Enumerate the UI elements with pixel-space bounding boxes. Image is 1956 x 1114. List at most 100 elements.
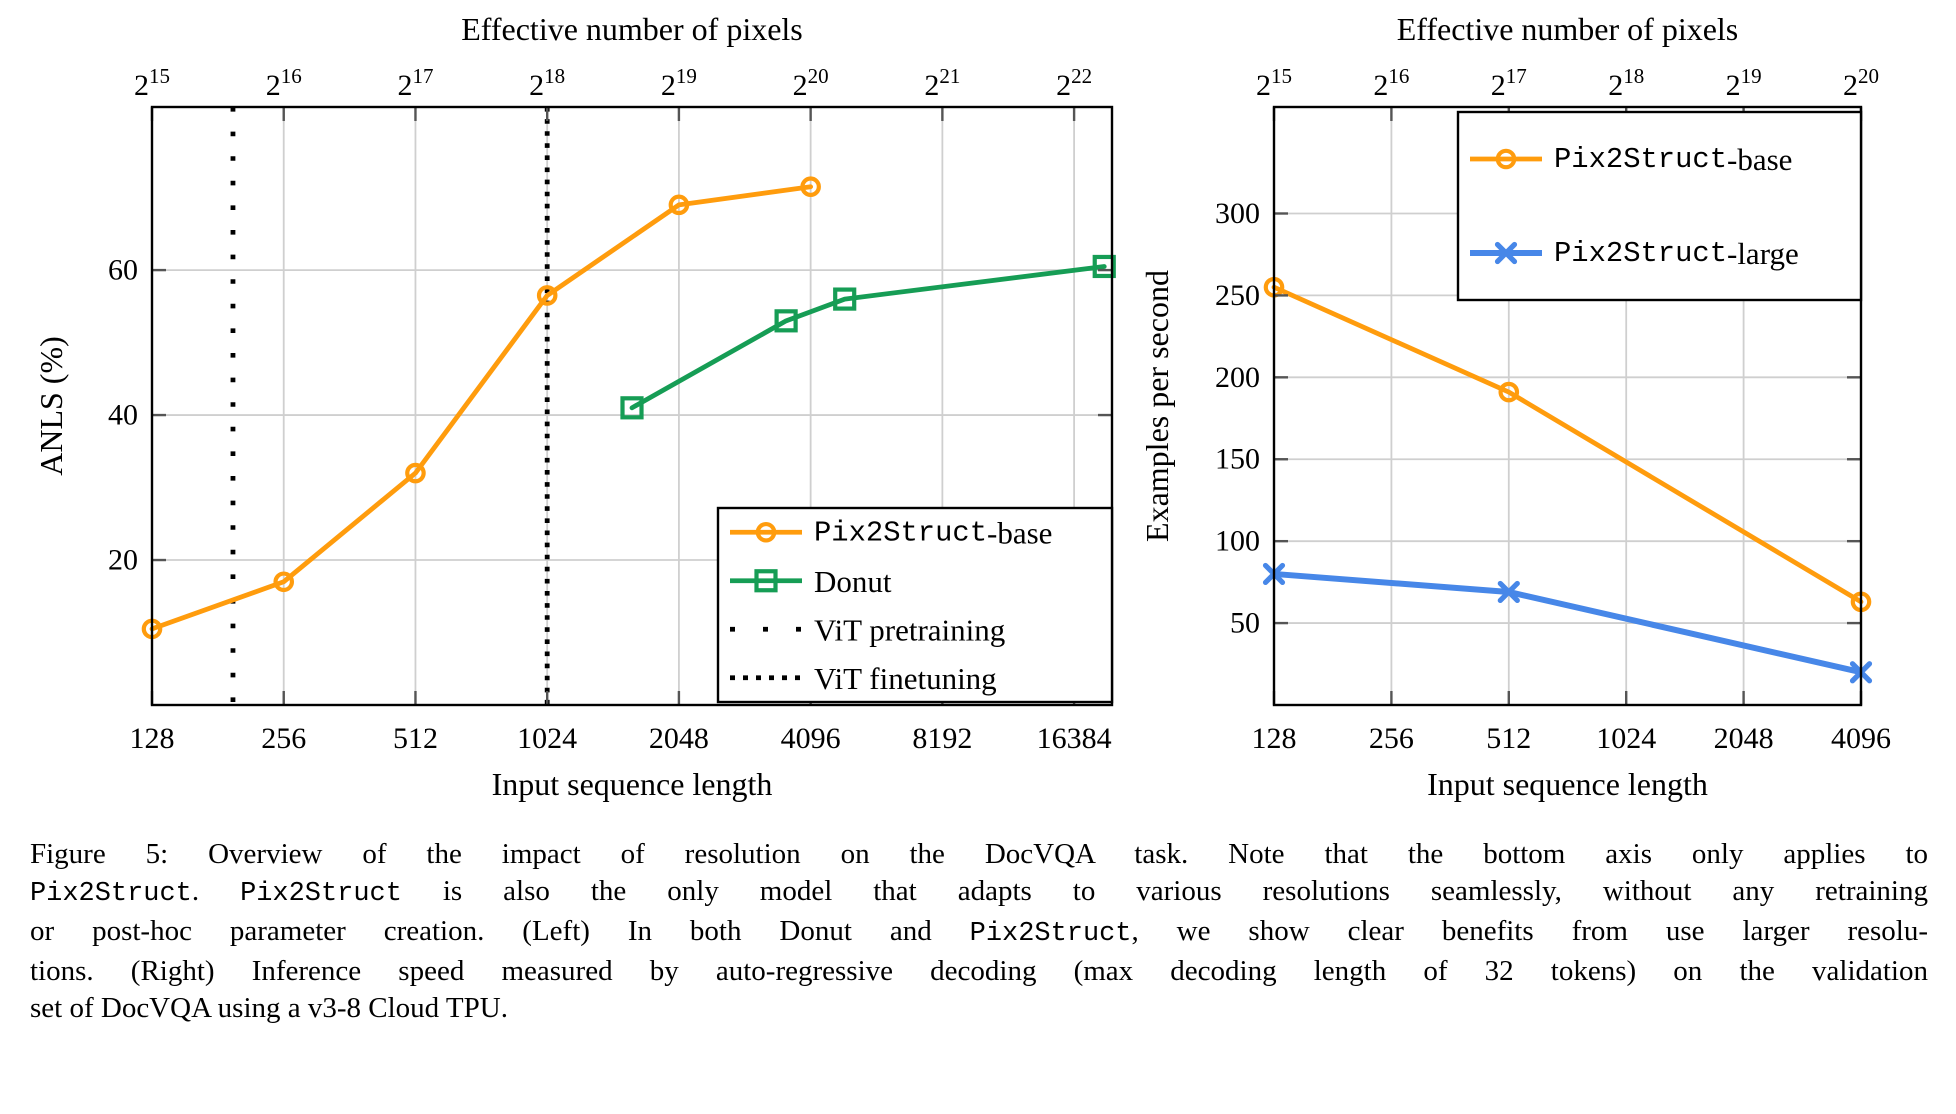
top-tick-label: 219 [661,64,697,102]
series-markers-pix2struct-base [1263,276,1872,613]
top-axis-tick-labels: 215 216 217 218 219 220 221 222 [134,64,1092,102]
legend-box [716,506,1114,704]
y-tick-label: 60 [108,254,138,287]
legend-entry: Pix2Struct-base [730,515,1052,550]
x-axis-tick-labels: 128 256 512 1024 2048 4096 8192 16384 [130,722,1112,755]
x-tick-label: 128 [1252,722,1297,755]
caption-text-segment: , we show clear benefits from use larger… [1131,915,1929,947]
right-chart-speed-vs-sequence-length: 128 256 512 1024 2048 4096 215 216 217 218 219 220 5… [1139,11,1892,802]
caption-line-1: Figure 5: Overview of the impact of reso… [30,836,1928,873]
top-axis-tick-labels: 215 216 217 218 219 220 [1256,64,1879,102]
top-tick-label: 217 [1491,64,1527,102]
marker-square [620,396,644,420]
caption-mono-segment: Pix2Struct [30,879,192,909]
marker-square [774,309,798,333]
top-tick-label: 218 [529,64,565,102]
marker-circle [1495,148,1517,170]
caption-text-segment: or post-hoc parameter creation. (Left) I… [30,915,970,947]
y-tick-label: 250 [1215,279,1260,312]
legend-entry: ViT pretraining [730,612,1005,647]
top-axis-title: Effective number of pixels [1397,11,1739,47]
x-tick-label: 128 [130,722,175,755]
legend-box [1456,110,1863,302]
series-markers-donut [620,254,1116,420]
x-axis-title: Input sequence length [492,766,773,802]
x-tick-label: 2048 [649,722,709,755]
marker-circle [755,521,777,543]
x-tick-label: 4096 [1831,722,1891,755]
legend-entry: Pix2Struct-base [1470,142,1792,177]
legend-entry: ViT finetuning [730,660,997,695]
caption-text-segment: tions. (Right) Inference speed measured … [30,955,1928,987]
x-axis-tick-labels: 128 256 512 1024 2048 4096 [1252,722,1892,755]
x-tick-label: 4096 [781,722,841,755]
y-tick-label: 100 [1215,525,1260,558]
y-tick-label: 20 [108,544,138,577]
x-tick-label: 256 [261,722,306,755]
legend-label: Pix2Struct-base [814,515,1052,550]
marker-square [833,287,857,311]
legend-label: ViT finetuning [814,660,997,695]
legend-label: Pix2Struct-large [1554,236,1799,271]
top-tick-label: 216 [266,64,302,102]
x-tick-label: 1024 [517,722,577,755]
figure-caption: Figure 5: Overview of the impact of reso… [30,836,1928,1027]
marker-circle [405,462,426,484]
top-tick-label: 216 [1373,64,1409,102]
x-tick-label: 8192 [912,722,972,755]
top-axis-title: Effective number of pixels [461,11,803,47]
y-tick-label: 50 [1230,607,1260,640]
caption-text-segment: . [191,875,241,907]
caption-line-3: or post-hoc parameter creation. (Left) I… [30,913,1928,953]
left-chart-anls-vs-sequence-length: 128 256 512 1024 2048 4096 8192 16384 215 216 217 2… [33,11,1116,802]
y-tick-label: 300 [1215,197,1260,230]
marker-circle [536,285,558,306]
x-tick-label: 1024 [1596,722,1656,755]
top-tick-label: 219 [1726,64,1762,102]
legend: Pix2Struct-base Pix2Struct-large [1456,110,1863,302]
x-tick-label: 512 [1486,722,1531,755]
y-tick-label: 200 [1215,361,1260,394]
x-tick-label: 2048 [1714,722,1774,755]
marker-square [754,569,778,593]
y-axis-tick-labels: 50 100 150 200 250 300 [1215,197,1260,640]
x-tick-label: 16384 [1037,722,1112,755]
x-tick-label: 512 [393,722,438,755]
legend-label: ViT pretraining [814,612,1005,647]
top-tick-label: 218 [1608,64,1644,102]
caption-text-segment: set of DocVQA using a v3-8 Cloud TPU. [30,992,508,1024]
marker-circle [800,176,821,198]
y-tick-label: 150 [1215,443,1260,476]
top-tick-label: 220 [1843,64,1879,102]
series-line-pix2struct-base [149,184,814,632]
caption-line-4: tions. (Right) Inference speed measured … [30,953,1928,990]
series-line-pix2struct-base [1271,284,1864,605]
x-axis-title: Input sequence length [1427,766,1708,802]
top-tick-label: 215 [1256,64,1292,102]
series-line-donut [629,264,1107,411]
legend-label: Donut [814,563,892,598]
plot-border [150,105,1114,707]
top-tick-label: 220 [793,64,829,102]
marker-circle [1498,381,1520,403]
caption-mono-segment: Pix2Struct [969,919,1132,949]
legend-entry: Pix2Struct-large [1470,236,1799,271]
marker-circle [273,571,295,593]
y-axis-title: ANLS (%) [33,336,69,476]
caption-text-segment: Figure 5: Overview of the impact of reso… [30,838,1928,870]
top-tick-label: 221 [924,64,960,102]
caption-text-segment: is also the only model that adapts to va… [401,875,1928,907]
x-tick-label: 256 [1369,722,1414,755]
legend-label: Pix2Struct-base [1554,142,1792,177]
legend-entry: Donut [730,563,892,598]
plot-border [1272,105,1863,707]
top-tick-label: 215 [134,64,170,102]
marker-square [1092,254,1116,279]
marker-circle [668,194,690,216]
y-axis-title: Examples per second [1139,270,1175,542]
caption-line-2: Pix2Struct. Pix2Struct is also the only … [30,873,1928,913]
y-tick-label: 40 [108,399,138,432]
caption-line-5: set of DocVQA using a v3-8 Cloud TPU. [30,990,1928,1027]
marker-x [1497,580,1520,604]
top-tick-label: 217 [397,64,433,102]
